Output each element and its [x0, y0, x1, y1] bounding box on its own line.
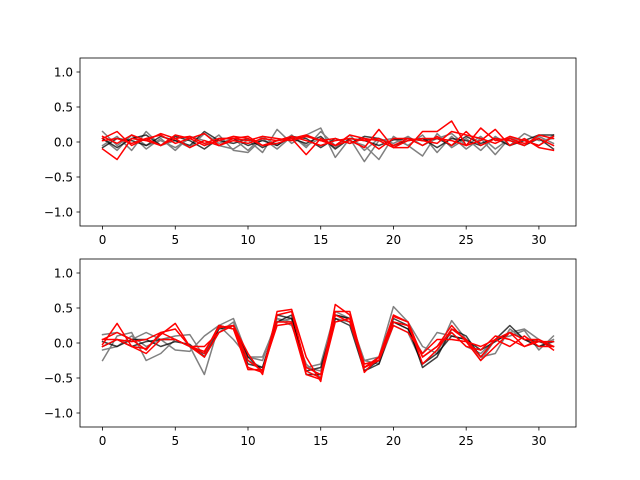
y-axis: −1.0 −0.5 0.0 0.5 1.0 [44, 65, 80, 219]
y-tick-label: 0.0 [54, 336, 73, 350]
x-axis: 0 5 10 15 20 25 30 [99, 226, 547, 247]
subplot-1: 0 5 10 15 20 25 30 −1.0 −0.5 0.0 0.5 1.0 [44, 57, 577, 247]
series-line-red-6 [101, 120, 555, 161]
y-tick-label: 0.5 [54, 301, 73, 315]
y-tick-label: −1.0 [44, 406, 73, 420]
y-axis: −1.0 −0.5 0.0 0.5 1.0 [44, 266, 80, 420]
series-lines [101, 120, 555, 163]
x-tick-label: 30 [531, 434, 546, 448]
x-tick-label: 30 [531, 233, 546, 247]
y-tick-label: −0.5 [44, 170, 73, 184]
y-tick-label: 1.0 [54, 266, 73, 280]
series-lines [101, 303, 555, 383]
x-tick-label: 25 [459, 233, 474, 247]
series-line-red-8 [101, 130, 555, 149]
x-tick-label: 20 [386, 434, 401, 448]
x-axis: 0 5 10 15 20 25 30 [99, 427, 547, 448]
x-tick-label: 20 [386, 233, 401, 247]
x-tick-label: 15 [313, 233, 328, 247]
y-tick-label: 0.0 [54, 135, 73, 149]
subplot-2: 0 5 10 15 20 25 30 −1.0 −0.5 0.0 0.5 1.0 [44, 258, 577, 448]
series-line-red-8 [101, 314, 555, 379]
x-tick-label: 15 [313, 434, 328, 448]
series-line-red-9 [101, 317, 555, 381]
y-tick-label: 1.0 [54, 65, 73, 79]
x-tick-label: 0 [99, 434, 107, 448]
x-tick-label: 25 [459, 434, 474, 448]
plots: 0 5 10 15 20 25 30 −1.0 −0.5 0.0 0.5 1.0 0 5 10 15 20 25 3… [44, 57, 577, 448]
x-tick-label: 5 [171, 233, 179, 247]
x-tick-label: 0 [99, 233, 107, 247]
y-tick-label: −0.5 [44, 371, 73, 385]
x-tick-label: 10 [240, 233, 255, 247]
y-tick-label: −1.0 [44, 205, 73, 219]
series-line-red-7 [101, 310, 555, 376]
y-tick-label: 0.5 [54, 100, 73, 114]
series-line-red-9 [101, 127, 555, 149]
x-tick-label: 10 [240, 434, 255, 448]
x-tick-label: 5 [171, 434, 179, 448]
